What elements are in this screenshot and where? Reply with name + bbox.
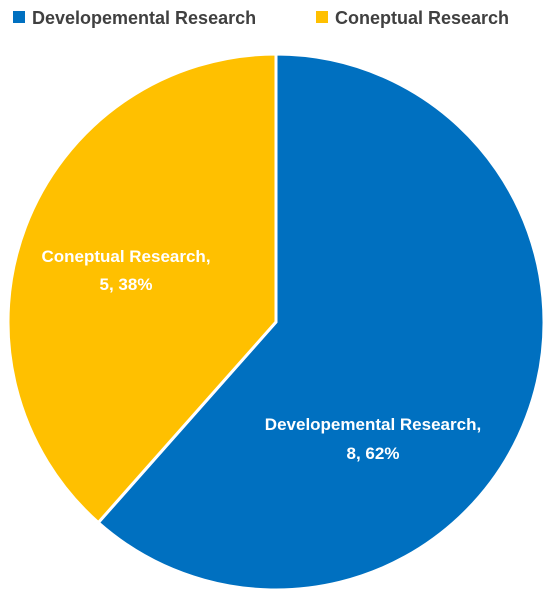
data-labels: Coneptual Research, 5, 38% Developementa… (41, 247, 481, 463)
pie-slice-coneptual (6, 52, 278, 525)
legend-swatch-coneptual (316, 11, 328, 23)
legend-swatch-developemental (13, 11, 25, 23)
data-label-coneptual-line2: 5, 38% (100, 275, 153, 294)
data-label-developemental-line2: 8, 62% (347, 444, 400, 463)
pie-slice-developemental (96, 52, 546, 592)
legend: Developemental Research Coneptual Resear… (13, 8, 509, 28)
legend-label-developemental: Developemental Research (32, 8, 256, 28)
data-label-developemental-line1: Developemental Research, (265, 415, 481, 434)
data-label-coneptual-line1: Coneptual Research, (41, 247, 210, 266)
legend-label-coneptual: Coneptual Research (335, 8, 509, 28)
pie-slices (6, 52, 546, 592)
